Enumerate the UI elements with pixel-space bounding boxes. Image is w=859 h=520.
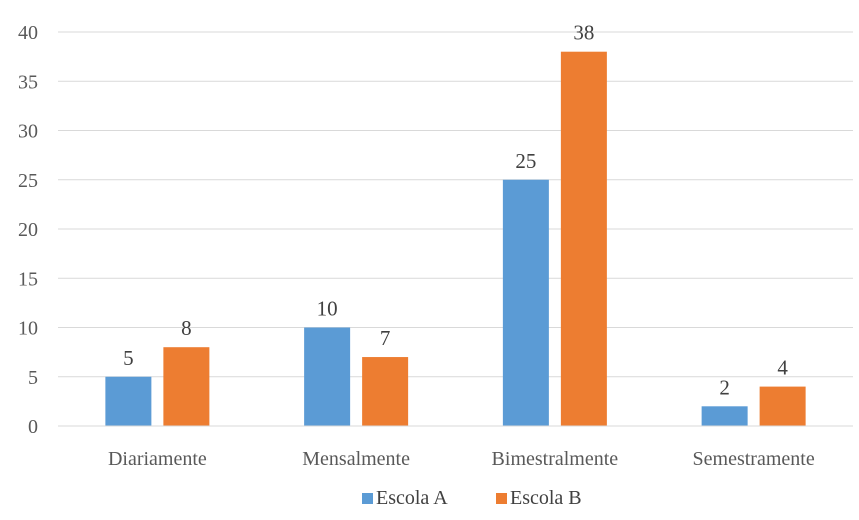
x-axis: Diariamente Mensalmente Bimestralmente Seme… [58, 425, 853, 470]
data-label: 4 [777, 356, 788, 380]
x-tick-label: Bimestralmente [492, 448, 619, 470]
data-labels: 5 8 10 7 25 38 2 4 [123, 21, 788, 400]
bar-escola-a-mensalmente [304, 327, 351, 426]
x-tick-label: Diariamente [108, 448, 207, 470]
y-tick-label: 15 [18, 268, 38, 290]
y-tick-label: 0 [28, 416, 38, 438]
y-tick-label: 20 [18, 219, 38, 241]
bar-escola-b-bimestralmente [560, 51, 607, 426]
bar-escola-a-diariamente [105, 376, 152, 426]
y-tick-label: 35 [18, 71, 38, 93]
legend-label: Escola B [510, 487, 582, 509]
bar-escola-b-mensalmente [362, 357, 409, 426]
y-axis: 0 5 10 15 20 25 30 35 40 [18, 22, 38, 438]
x-tick-label: Semestramente [693, 448, 815, 470]
bar-escola-a-semestramente [701, 406, 748, 426]
y-tick-label: 10 [18, 318, 38, 340]
bar-escola-b-semestramente [759, 386, 806, 426]
data-label: 25 [515, 149, 536, 173]
bars [105, 51, 806, 426]
data-label: 38 [573, 21, 594, 45]
data-label: 7 [380, 326, 391, 350]
y-tick-label: 40 [18, 22, 38, 44]
bar-escola-a-bimestralmente [502, 179, 549, 426]
legend-item: Escola A [362, 487, 448, 509]
data-label: 10 [317, 297, 338, 321]
data-label: 8 [181, 316, 192, 340]
legend-item: Escola B [496, 487, 582, 509]
legend: Escola A Escola B [362, 487, 582, 509]
data-label: 2 [719, 375, 730, 399]
legend-swatch [496, 493, 507, 504]
legend-swatch [362, 493, 373, 504]
legend-label: Escola A [376, 487, 448, 509]
y-tick-label: 5 [28, 367, 38, 389]
data-label: 5 [123, 346, 134, 370]
bar-escola-b-diariamente [163, 347, 210, 426]
y-tick-label: 25 [18, 170, 38, 192]
y-tick-label: 30 [18, 121, 38, 143]
x-tick-label: Mensalmente [302, 448, 410, 470]
